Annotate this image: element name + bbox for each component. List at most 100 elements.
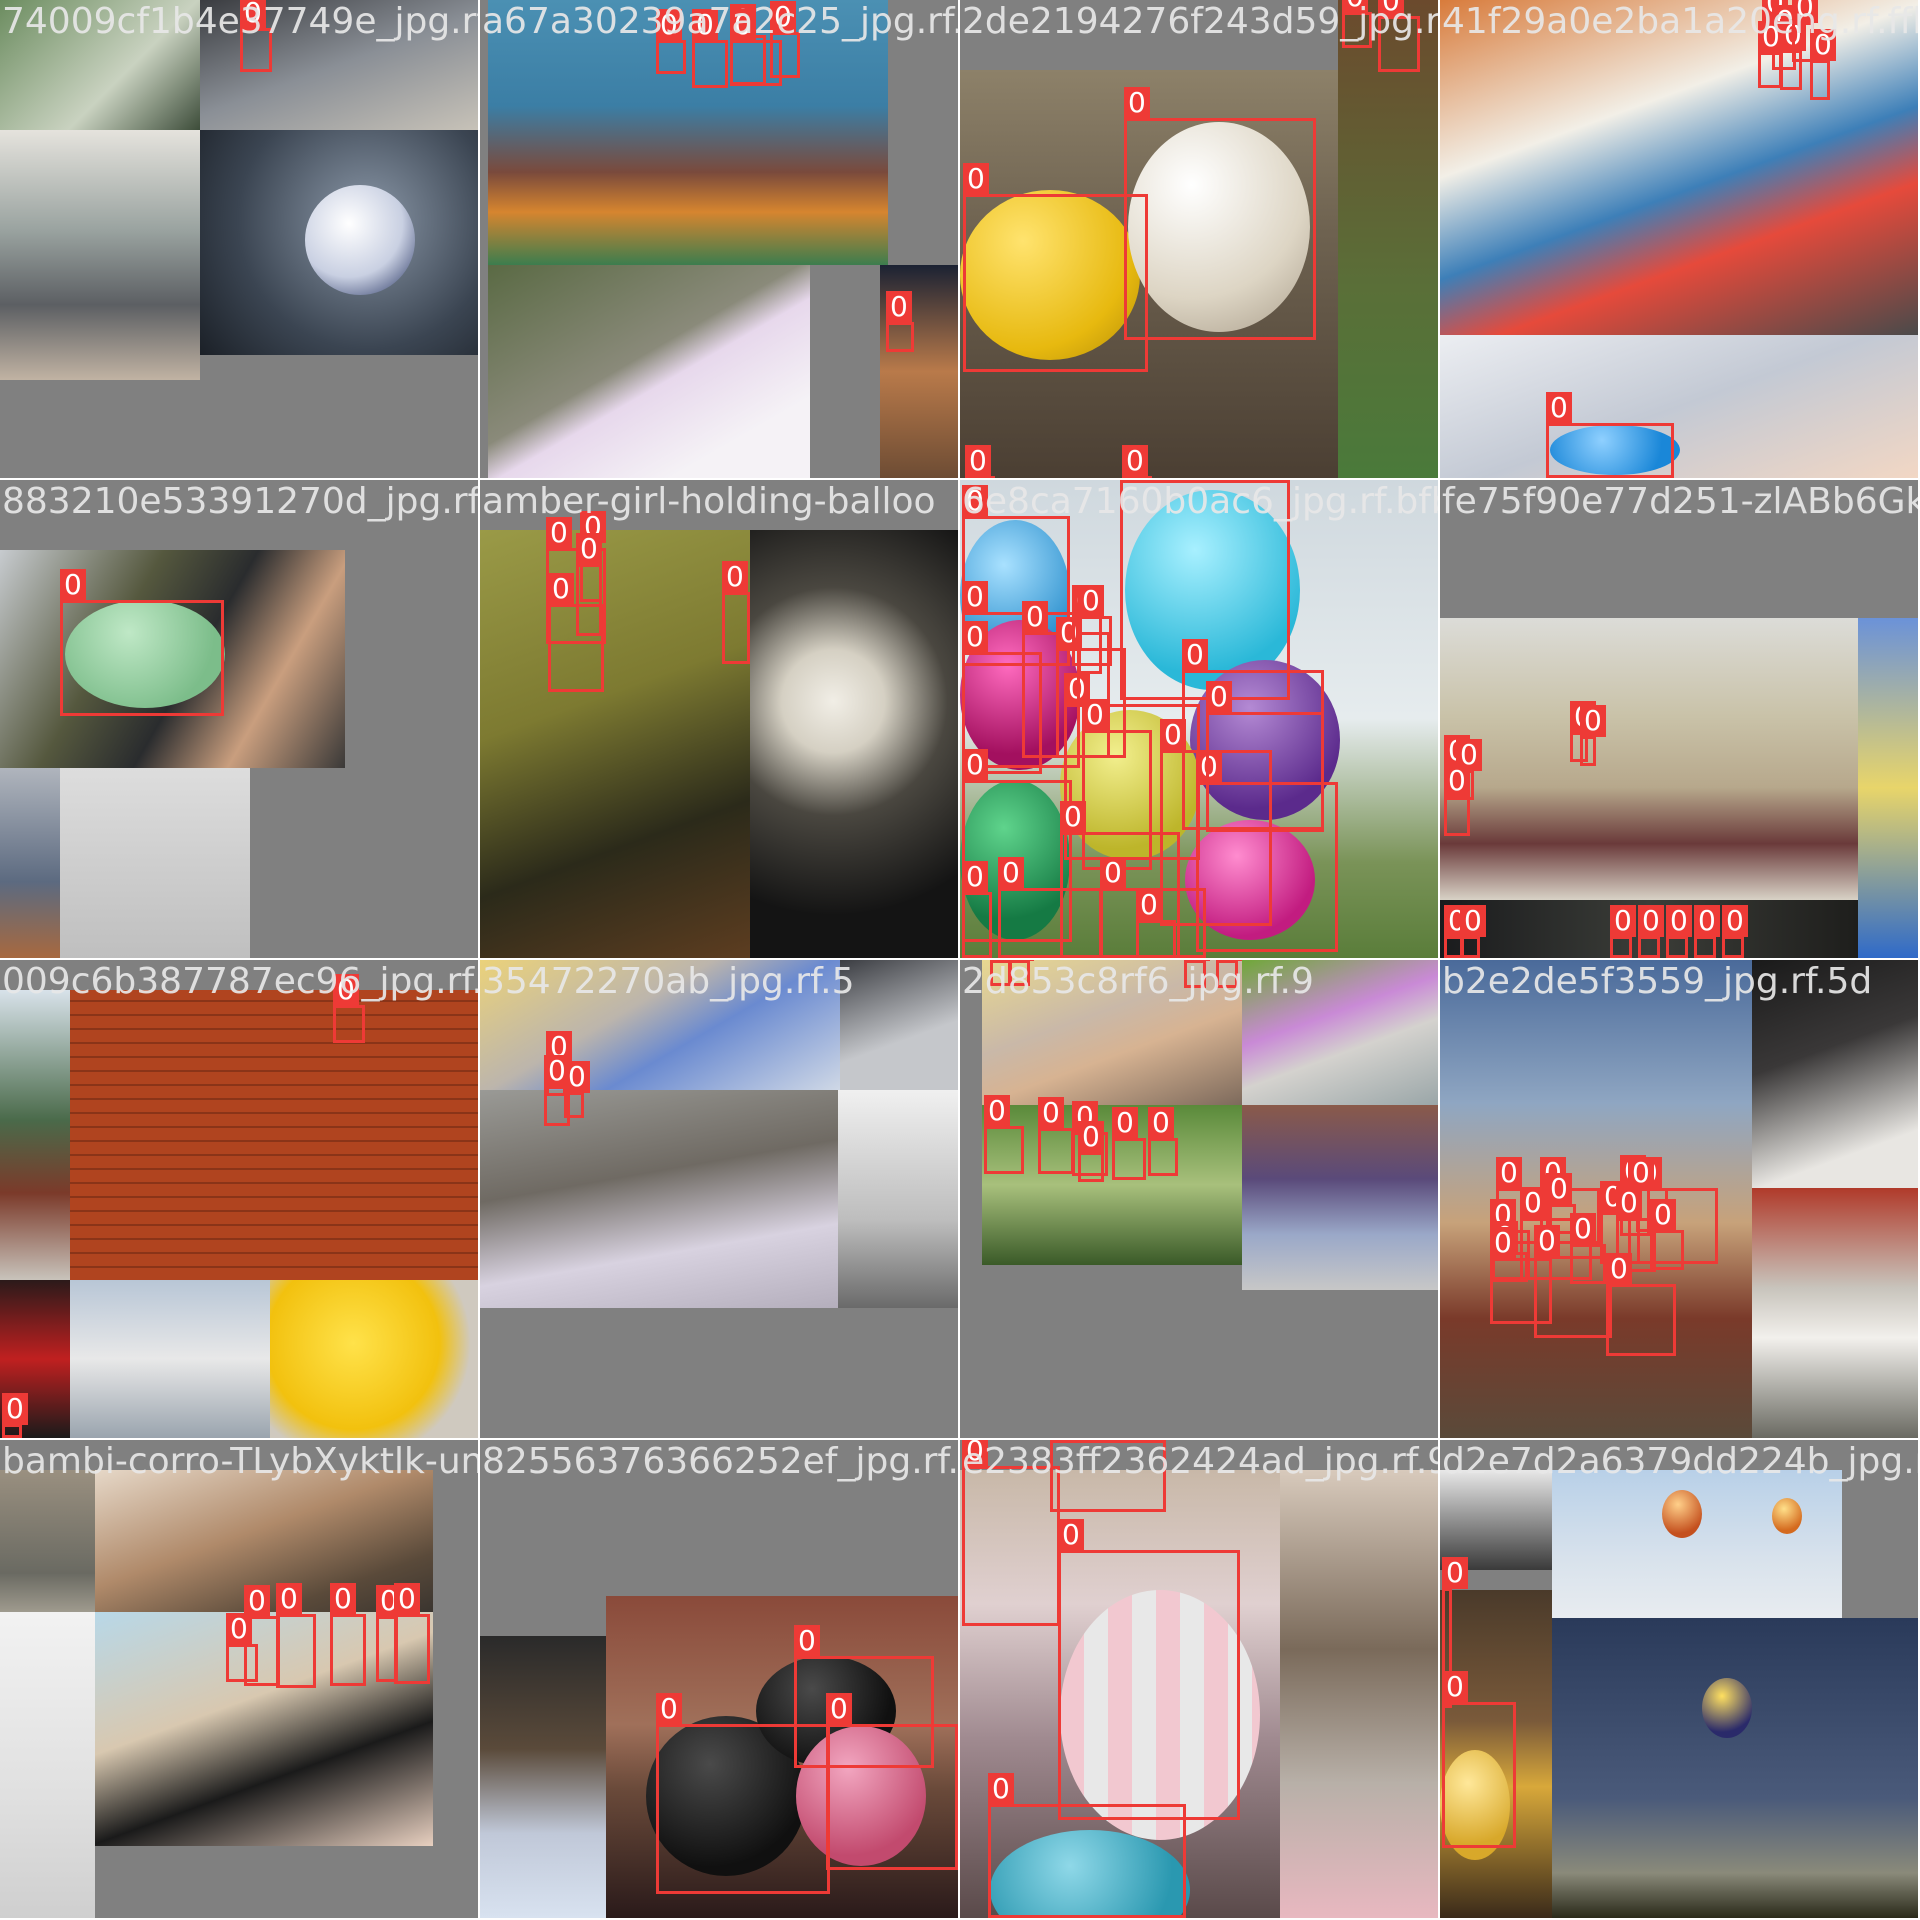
bounding-box: 0 [692,9,728,88]
class-label: 0 [1112,1107,1138,1139]
photo-crop [70,990,478,1280]
class-label: 0 [1490,1227,1516,1259]
bounding-box: 0 [962,861,992,958]
bounding-box: 0 [794,1625,934,1768]
bounding-box: 0 [1616,1187,1656,1272]
bounding-box: 0 [576,533,602,636]
class-label: 0 [1050,1440,1076,1441]
bounding-box: 0 [963,163,1148,372]
photo-crop [480,1636,606,1918]
bounding-box: 0 [244,1585,280,1686]
photo-crop [0,0,200,130]
bounding-box: 0 [1124,87,1316,340]
class-label: 0 [1792,0,1818,23]
bounding-box: 0 [1534,1225,1612,1338]
class-label: 0 [965,445,991,477]
bounding-box: 0 [1444,765,1470,836]
teal-balloon [990,1830,1190,1918]
photo-crop [838,1090,958,1308]
tile-caption: b2e2de5f3559_jpg.rf.5d [1442,961,1873,1002]
bounding-box: 0 [1378,0,1420,72]
class-label: 0 [330,1583,356,1615]
bounding-box: 0 [1610,905,1636,958]
hot-air-balloon [1662,1490,1702,1538]
tile-caption: fe75f90e77d251-zlABb6Gke [1442,481,1918,522]
bounding-box: 0 [330,1583,366,1686]
class-label: 0 [656,9,682,41]
class-label: 0 [1342,0,1368,13]
photo-crop [1440,618,1858,900]
class-label: 0 [1078,585,1104,617]
photo-crop [1338,0,1438,478]
class-label: 0 [1496,1157,1522,1189]
hot-air-balloon [1702,1678,1752,1738]
class-label: 0 [1124,87,1150,119]
tile-caption: 2de2194276f243d59_jpg.rf.0411 [962,1,1438,42]
class-label: 0 [564,1061,590,1093]
class-label: 0 [1758,21,1784,53]
blue-balloon [1550,425,1680,475]
class-label: 0 [276,1583,302,1615]
bounding-box: 0 [656,9,686,74]
class-label: 0 [1546,1173,1572,1205]
tile-caption: a67a30239a7a2c25_jpg.rf.902 [482,1,958,42]
mosaic-tile: 0 74009cf1b4e37749e_jpg.rf.fae [0,0,478,478]
bounding-box: 0 [1638,905,1664,958]
yellow-balloon [960,190,1140,360]
class-label: 0 [1378,0,1404,17]
bounding-box: 0 [988,1773,1186,1918]
teal-balloon [1125,490,1300,690]
striped-balloon [1060,1590,1260,1840]
class-label: 0 [1160,719,1186,751]
tile-caption: 35472270ab_jpg.rf.5 [482,961,855,1002]
class-label: 0 [1638,905,1664,937]
tile-caption: 2d853c8rf6_jpg.rf.9 [962,961,1314,1002]
bounding-box: 0 [1050,1440,1166,1512]
photo-crop [1440,335,1918,478]
bounding-box: 0 [1792,0,1818,62]
class-label: 0 [1060,801,1086,833]
bounding-box: 0 [1520,1187,1592,1280]
bounding-box: 0 [1442,1671,1516,1848]
bounding-box: 0 [564,1061,590,1118]
class-label: 0 [886,291,912,323]
mosaic-tile: 0 0 0 82556376366252ef_jpg.rf.f2 [480,1440,958,1918]
bounding-box: 0 [886,291,914,352]
photo-crop [1752,960,1918,1188]
mosaic-tile: 0 0 0 0 0 0 2de2194276f243d59_jpg.rf.041… [960,0,1438,478]
tile-caption: amber-girl-holding-balloo [482,481,936,522]
bounding-box: 0 [1078,585,1104,674]
bounding-box: 0 [1810,29,1836,100]
class-label: 0 [962,485,988,517]
soccer-ball [305,185,415,295]
class-label: 0 [1570,1213,1596,1245]
class-label: 0 [1606,1253,1632,1285]
class-label: 0 [1444,765,1470,797]
mosaic-tile: 0 0 0 0 0 0 bambi-corro-TLybXyktlk-unspl… [0,1440,478,1918]
mosaic-tile: 0 883210e53391270d_jpg.rf.2c [0,480,478,958]
bounding-box: 0 [1570,1213,1606,1284]
class-label: 0 [722,561,748,593]
photo-crop [1858,618,1918,958]
bounding-box: 0 [962,621,1042,774]
bounding-box: 0 [730,9,782,86]
class-label: 0 [576,533,602,565]
photo-crop [1242,1105,1438,1290]
bounding-box: 0 [1722,905,1748,958]
bounding-box: 0 [1342,0,1372,48]
photo-crop [1440,1590,1552,1918]
class-label: 0 [1064,673,1090,705]
bounding-box: 0 [2,1393,28,1438]
class-label: 0 [1100,857,1126,889]
white-balloon [1128,122,1310,332]
bounding-box: 0 [1058,1519,1240,1820]
class-label: 0 [1520,1187,1546,1219]
bounding-box: 0 [1216,960,1242,988]
mosaic-tile: 0 0 0 0 0 0 0 0 0 0 2d853c8rf6_jpg.rf.9 [960,960,1438,1438]
class-label: 0 [1038,1097,1064,1129]
bounding-box: 0 [1694,905,1720,958]
class-label: 0 [1460,905,1486,937]
mosaic-tile: 0 0 0 0 0 0 0 0 0 0 0 0 0 0 0 0 0 0 0 0 … [960,480,1438,958]
bounding-box: 0 [1490,1227,1552,1324]
